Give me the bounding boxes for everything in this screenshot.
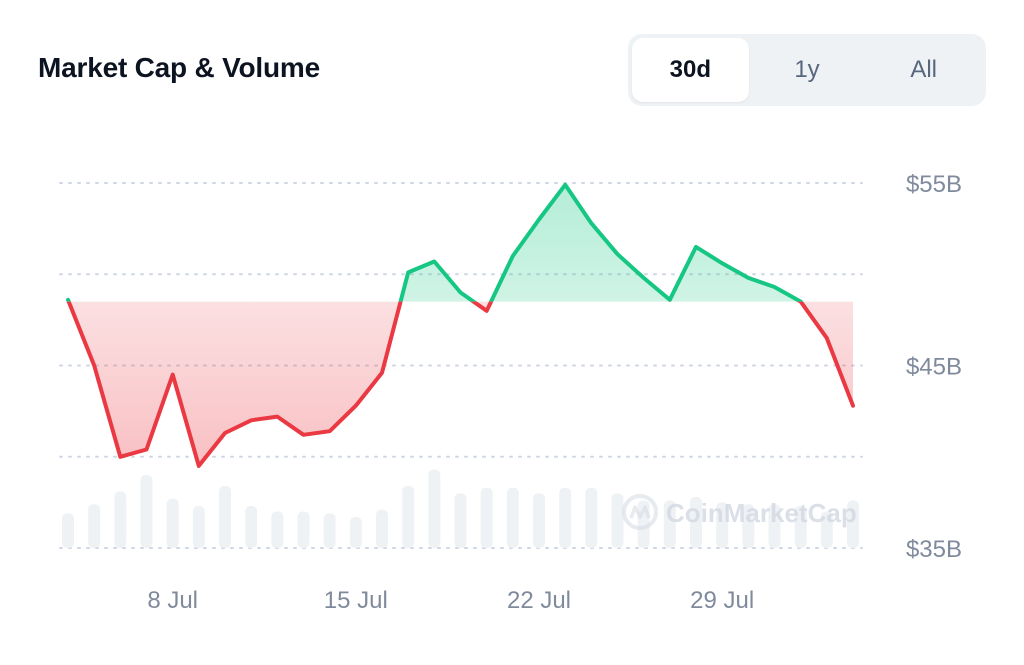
volume-bar — [323, 513, 336, 548]
volume-bar — [428, 469, 441, 548]
y-tick-label: $35B — [906, 536, 962, 563]
volume-bar — [716, 502, 729, 548]
range-button-30d[interactable]: 30d — [632, 38, 749, 102]
volume-bar — [402, 485, 415, 548]
volume-bar — [480, 487, 493, 548]
volume-bar — [376, 509, 388, 548]
volume-bar — [219, 485, 231, 548]
volume-bar — [245, 506, 258, 548]
volume-bar — [533, 493, 545, 548]
volume-bar — [585, 487, 598, 548]
volume-bar — [349, 516, 362, 548]
y-tick-label: $45B — [906, 354, 962, 381]
price-area — [68, 184, 853, 466]
volume-bar — [742, 504, 755, 548]
volume-bar — [114, 491, 127, 548]
volume-bar — [611, 493, 624, 548]
watermark: CoinMarketCap — [622, 494, 857, 530]
price-line — [66, 182, 855, 468]
volume-bar — [62, 513, 74, 548]
volume-bar — [454, 493, 467, 548]
x-tick-label: 29 Jul — [690, 587, 754, 614]
volume-bar — [690, 496, 702, 548]
price-line-up — [66, 182, 804, 302]
y-tick-label: $55B — [906, 171, 962, 198]
coinmarketcap-logo-icon — [622, 494, 658, 530]
logo-ring — [622, 494, 658, 530]
volume-bar — [297, 511, 310, 548]
volume-bar — [768, 504, 781, 548]
volume-bar — [140, 475, 153, 548]
area-below-baseline — [68, 301, 853, 466]
volume-bar — [506, 487, 519, 548]
chart-title: Market Cap & Volume — [38, 52, 320, 83]
price-line-down — [66, 301, 855, 468]
x-tick-label: 22 Jul — [507, 587, 571, 614]
time-range-toggle: 30d 1y All — [628, 34, 986, 106]
range-button-all[interactable]: All — [910, 56, 938, 83]
volume-bar — [794, 506, 807, 548]
x-tick-label: 15 Jul — [324, 587, 388, 614]
watermark-text: CoinMarketCap — [666, 498, 857, 528]
axis-ticks: $55B $45B $35B 8 Jul 15 Jul 22 Jul 29 Jul — [147, 171, 962, 614]
volume-bar — [166, 498, 179, 548]
volume-bars — [62, 469, 859, 548]
volume-bar — [192, 506, 205, 548]
volume-bar — [663, 500, 676, 548]
area-above-baseline — [68, 184, 853, 302]
logo-wave — [629, 505, 651, 519]
volume-bar — [847, 500, 859, 548]
volume-bar — [88, 504, 101, 548]
volume-bar — [271, 511, 284, 548]
x-tick-label: 8 Jul — [147, 587, 198, 614]
volume-bar — [820, 511, 833, 548]
range-button-1y[interactable]: 1y — [794, 56, 820, 83]
volume-bar — [559, 487, 572, 548]
